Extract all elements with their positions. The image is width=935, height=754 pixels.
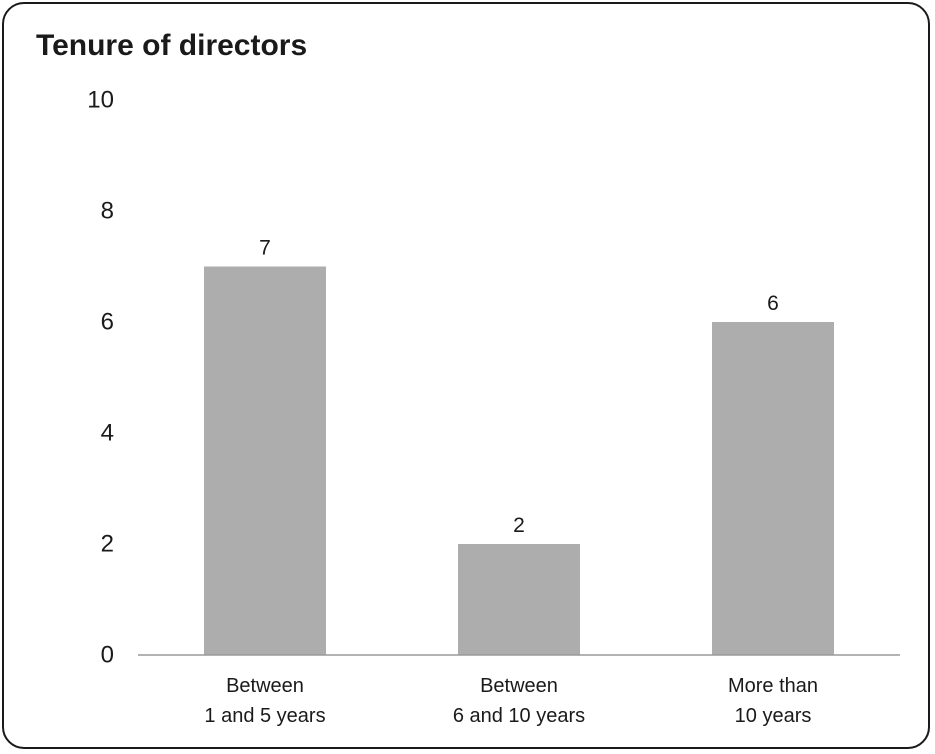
bar-data-label: 6 [767, 292, 779, 315]
y-axis-ticks: 0 2 4 6 8 10 [87, 87, 114, 669]
y-tick-label: 0 [101, 642, 114, 669]
y-tick-label: 4 [101, 420, 114, 447]
bar [204, 266, 326, 655]
bar [712, 322, 834, 655]
y-tick-label: 10 [87, 87, 114, 114]
y-tick-label: 6 [101, 309, 114, 336]
category-label: 1 and 5 years [204, 705, 325, 727]
y-tick-label: 2 [101, 531, 114, 558]
data-labels: 7 2 6 [259, 237, 779, 538]
category-label: More than [728, 675, 818, 697]
y-tick-label: 8 [101, 198, 114, 225]
category-label: 6 and 10 years [453, 705, 585, 727]
category-label: Between [480, 675, 558, 697]
category-label: 10 years [735, 705, 812, 727]
category-labels: Between 1 and 5 years Between 6 and 10 year… [204, 675, 818, 727]
bar [458, 544, 580, 655]
bar-data-label: 7 [259, 237, 271, 260]
bars [204, 266, 834, 655]
bar-data-label: 2 [513, 514, 525, 537]
category-label: Between [226, 675, 304, 697]
chart-title: Tenure of directors [36, 29, 308, 62]
